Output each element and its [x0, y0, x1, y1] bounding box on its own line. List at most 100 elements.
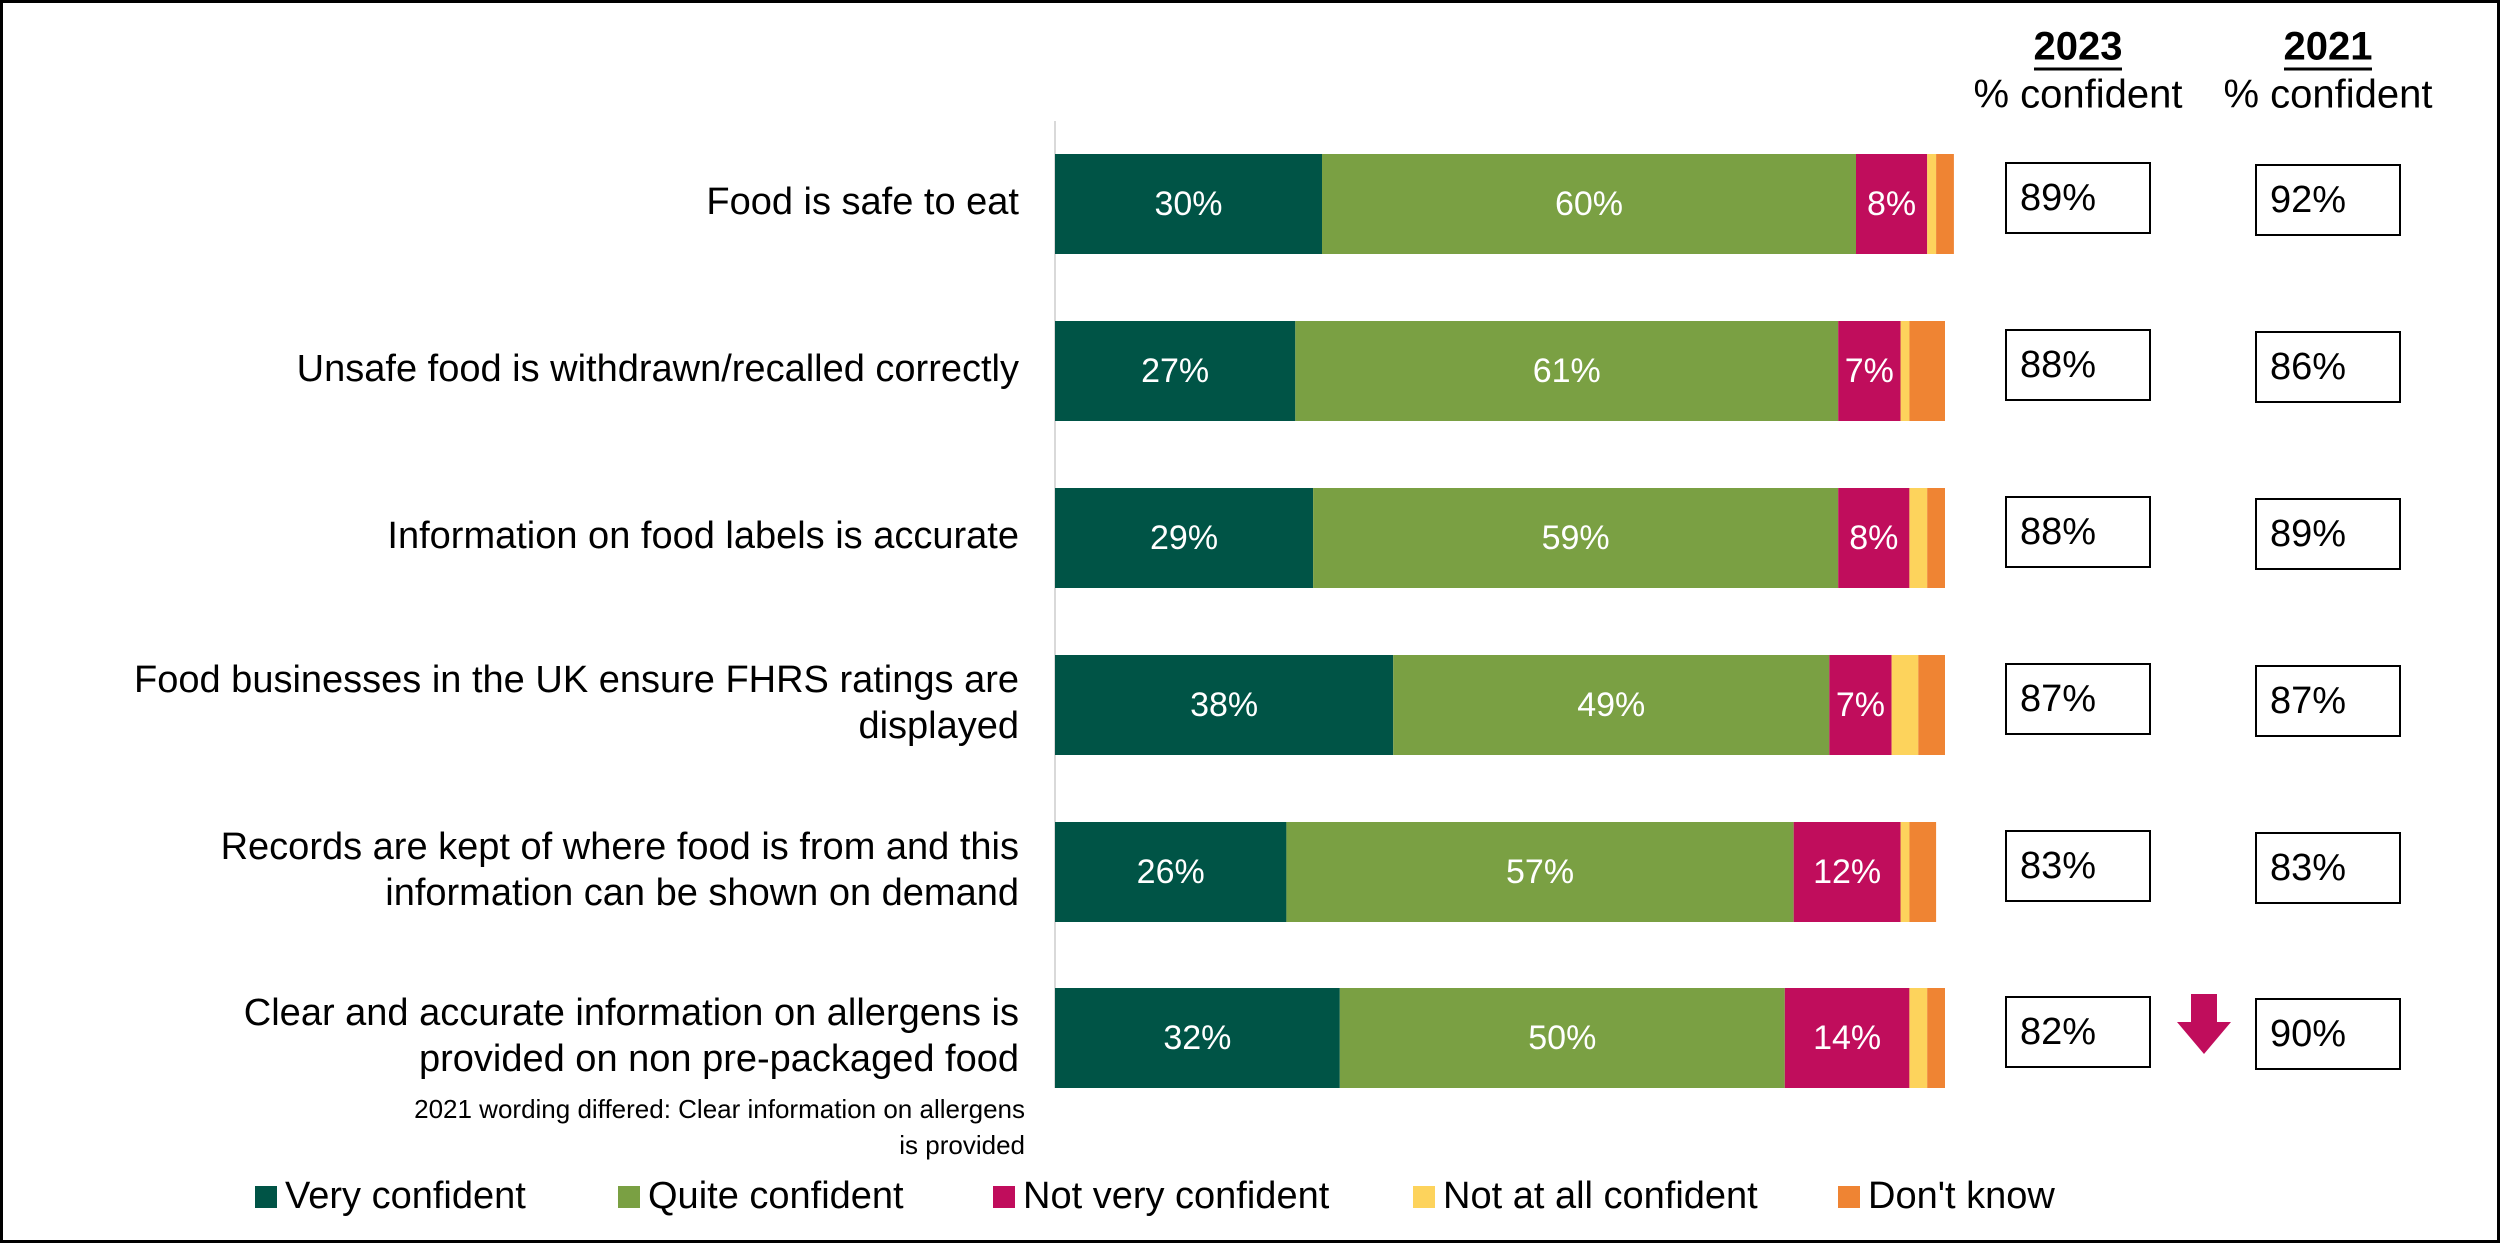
bar-segment	[1927, 988, 1945, 1088]
comparison-value: 83%	[2020, 845, 2096, 887]
bar-segment	[1055, 154, 1322, 254]
data-label: 57%	[1506, 853, 1574, 891]
column-subtitle: % confident	[2223, 73, 2432, 117]
value-box	[2255, 331, 2401, 403]
value-box	[2005, 329, 2151, 401]
comparison-value: 87%	[2020, 678, 2096, 720]
annotation-note: is provided	[899, 1130, 1025, 1160]
category-label: information can be shown on demand	[385, 872, 1019, 914]
bar-segment	[1900, 321, 1910, 421]
legend-label: Quite confident	[648, 1175, 904, 1217]
category-label: provided on non pre-packaged food	[419, 1038, 1019, 1080]
column-subtitle: % confident	[1973, 73, 2182, 117]
bar-segment	[1936, 154, 1954, 254]
category-label: displayed	[858, 705, 1019, 747]
bar-segment	[1055, 488, 1314, 588]
bar-segment	[1393, 655, 1830, 755]
data-label: 38%	[1190, 686, 1258, 724]
comparison-value: 86%	[2270, 346, 2346, 388]
bar-segment	[1838, 488, 1910, 588]
bar-segment	[1900, 822, 1910, 922]
data-label: 14%	[1813, 1019, 1881, 1057]
value-box	[2005, 996, 2151, 1068]
comparison-value: 89%	[2270, 513, 2346, 555]
bar-segment	[1891, 655, 1919, 755]
legend-swatch	[1838, 1186, 1860, 1208]
annotation-note: 2021 wording differed: Clear information…	[414, 1094, 1025, 1124]
bar-segment	[1286, 822, 1794, 922]
data-label: 49%	[1577, 686, 1645, 724]
bar-segment	[1793, 822, 1901, 922]
bar-segment	[1909, 822, 1937, 922]
value-box	[2005, 663, 2151, 735]
category-label: Clear and accurate information on allerg…	[244, 992, 1019, 1034]
data-label: 8%	[1849, 519, 1898, 557]
bar-segment	[1918, 655, 1945, 755]
value-box	[2255, 832, 2401, 904]
bar-segment	[1295, 321, 1839, 421]
comparison-value: 87%	[2270, 680, 2346, 722]
bar-segment	[1927, 488, 1945, 588]
category-label: Food is safe to eat	[706, 181, 1019, 223]
value-box	[2255, 665, 2401, 737]
bar-segment	[1055, 655, 1394, 755]
bar-segment	[1856, 154, 1928, 254]
category-label: Records are kept of where food is from a…	[221, 826, 1019, 868]
legend-swatch	[255, 1186, 277, 1208]
data-label: 29%	[1150, 519, 1218, 557]
decrease-arrow-icon	[2177, 994, 2231, 1054]
legend-label: Very confident	[285, 1175, 526, 1217]
bar-segment	[1313, 488, 1839, 588]
data-label: 30%	[1154, 185, 1222, 223]
legend-swatch	[618, 1186, 640, 1208]
value-box	[2005, 830, 2151, 902]
data-label: 12%	[1813, 853, 1881, 891]
data-label: 8%	[1867, 185, 1916, 223]
category-label: Information on food labels is accurate	[387, 515, 1019, 557]
legend-swatch	[993, 1186, 1015, 1208]
bar-segment	[1784, 988, 1910, 1088]
legend-swatch	[1413, 1186, 1435, 1208]
comparison-value: 83%	[2270, 847, 2346, 889]
bar-segment	[1322, 154, 1856, 254]
bar-segment	[1055, 321, 1296, 421]
bar-segment	[1909, 988, 1928, 1088]
value-box	[2255, 498, 2401, 570]
bar-segment	[1055, 822, 1287, 922]
comparison-value: 90%	[2270, 1013, 2346, 1055]
comparison-value: 88%	[2020, 511, 2096, 553]
comparison-value: 89%	[2020, 177, 2096, 219]
value-box	[2255, 998, 2401, 1070]
comparison-value: 88%	[2020, 344, 2096, 386]
value-box	[2255, 164, 2401, 236]
data-label: 59%	[1542, 519, 1610, 557]
stacked-bar-chart: Food is safe to eat 30% 60% 8% Unsafe food i…	[134, 25, 2433, 1217]
bar-segment	[1927, 154, 1937, 254]
data-label: 7%	[1845, 352, 1894, 390]
legend-label: Not at all confident	[1443, 1175, 1758, 1217]
legend-label: Not very confident	[1023, 1175, 1330, 1217]
data-label: 27%	[1141, 352, 1209, 390]
data-label: 26%	[1137, 853, 1205, 891]
column-year-header: 2023	[2034, 25, 2123, 69]
value-box	[2005, 496, 2151, 568]
bar-segment	[1055, 988, 1340, 1088]
data-label: 61%	[1533, 352, 1601, 390]
data-label: 60%	[1555, 185, 1623, 223]
data-label: 7%	[1836, 686, 1885, 724]
category-label: Unsafe food is withdrawn/recalled correc…	[297, 348, 1019, 390]
legend-label: Don't know	[1868, 1175, 2055, 1217]
bar-segment	[1339, 988, 1785, 1088]
comparison-value: 92%	[2270, 179, 2346, 221]
bar-segment	[1909, 321, 1945, 421]
column-year-header: 2021	[2284, 25, 2373, 69]
data-label: 50%	[1528, 1019, 1596, 1057]
bar-segment	[1909, 488, 1928, 588]
category-label: Food businesses in the UK ensure FHRS ra…	[134, 659, 1019, 701]
value-box	[2005, 162, 2151, 234]
bar-segment	[1838, 321, 1901, 421]
comparison-value: 82%	[2020, 1011, 2096, 1053]
data-label: 32%	[1163, 1019, 1231, 1057]
bar-segment	[1829, 655, 1892, 755]
